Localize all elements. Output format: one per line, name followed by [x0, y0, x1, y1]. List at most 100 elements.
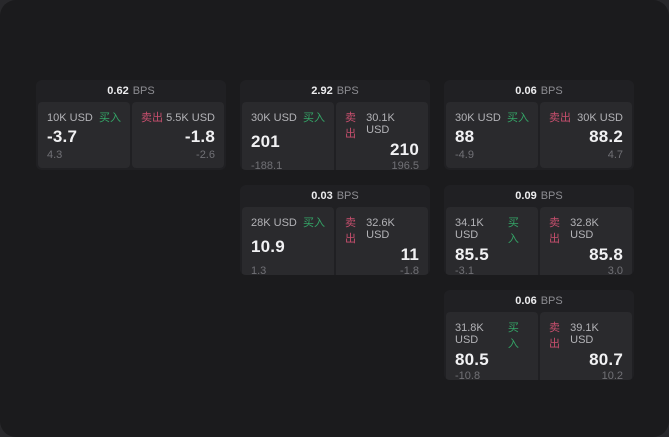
- sell-delta: 196.5: [391, 159, 419, 170]
- sell-quote-top-row: 卖出 32.6K USD: [345, 214, 419, 246]
- quote-body: 34.1K USD 买入 85.5 -3.1 卖出 32.8K USD 85.8…: [444, 207, 634, 275]
- sell-size: 39.1K USD: [570, 322, 599, 346]
- buy-size: 34.1K USD: [455, 217, 484, 241]
- sell-side-label: 卖出: [141, 112, 163, 124]
- buy-size: 30K USD: [455, 112, 501, 124]
- buy-delta: 4.3: [47, 149, 63, 161]
- quote-card: 0.06 BPS 31.8K USD 买入 80.5 -10.8 卖出 39.1…: [444, 290, 634, 380]
- spread-value: 0.62: [107, 85, 129, 97]
- spread-header: 0.06 BPS: [444, 290, 634, 312]
- quote-card: 0.03 BPS 28K USD 买入 10.9 1.3 卖出 32.6K US…: [240, 185, 430, 275]
- sell-quote-top-row: 卖出 30K USD: [549, 109, 623, 125]
- quote-card: 0.06 BPS 30K USD 买入 88 -4.9 卖出 30K USD 8…: [444, 80, 634, 170]
- buy-quote-top-row: 10K USD 买入: [47, 109, 121, 125]
- quote-body: 30K USD 买入 201 -188.1 卖出 30.1K USD 210 1…: [240, 102, 430, 170]
- buy-quote-top-row: 30K USD 买入: [455, 109, 529, 125]
- buy-quote-button[interactable]: 28K USD 买入 10.9 1.3: [242, 207, 334, 275]
- buy-delta: 1.3: [251, 264, 267, 275]
- buy-quote-top-row: 31.8K USD 买入: [455, 319, 529, 351]
- quote-card: 2.92 BPS 30K USD 买入 201 -188.1 卖出 30.1K …: [240, 80, 430, 170]
- sell-price: 210: [390, 140, 419, 159]
- spread-unit-label: BPS: [540, 295, 563, 307]
- buy-price: -3.7: [47, 126, 78, 146]
- sell-quote-button[interactable]: 卖出 32.6K USD 11 -1.8: [336, 207, 428, 275]
- buy-delta: -188.1: [251, 159, 283, 170]
- sell-quote-top-row: 卖出 5.5K USD: [141, 109, 215, 125]
- buy-side-label: 买入: [507, 322, 519, 350]
- buy-quote-top-row: 30K USD 买入: [251, 109, 325, 125]
- sell-quote-top-row: 卖出 30.1K USD: [345, 109, 419, 141]
- sell-side-label: 卖出: [549, 112, 571, 124]
- buy-quote-button[interactable]: 34.1K USD 买入 85.5 -3.1: [446, 207, 538, 275]
- sell-delta: -2.6: [196, 149, 215, 161]
- buy-quote-button[interactable]: 30K USD 买入 201 -188.1: [242, 102, 334, 170]
- spread-value: 2.92: [311, 85, 333, 97]
- buy-price: 88: [455, 126, 475, 146]
- sell-price: 85.8: [589, 245, 623, 264]
- quote-body: 28K USD 买入 10.9 1.3 卖出 32.6K USD 11 -1.8: [240, 207, 430, 275]
- spread-header: 2.92 BPS: [240, 80, 430, 102]
- sell-size: 30K USD: [577, 112, 623, 124]
- buy-price: 80.5: [455, 350, 489, 369]
- buy-price: 10.9: [251, 237, 285, 256]
- buy-size: 28K USD: [251, 217, 297, 229]
- sell-quote-button[interactable]: 卖出 32.8K USD 85.8 3.0: [540, 207, 632, 275]
- sell-quote-button[interactable]: 卖出 30.1K USD 210 196.5: [336, 102, 428, 170]
- sell-delta: 10.2: [601, 369, 623, 380]
- spread-unit-label: BPS: [336, 190, 359, 202]
- spread-header: 0.09 BPS: [444, 185, 634, 207]
- quote-card: 0.62 BPS 10K USD 买入 -3.7 4.3 卖出 5.5K USD…: [36, 80, 226, 170]
- sell-price: 11: [400, 245, 419, 264]
- sell-price: 80.7: [589, 350, 623, 369]
- buy-delta: -4.9: [455, 149, 474, 161]
- quote-body: 30K USD 买入 88 -4.9 卖出 30K USD 88.2 4.7: [444, 102, 634, 170]
- buy-quote-button[interactable]: 31.8K USD 买入 80.5 -10.8: [446, 312, 538, 380]
- sell-quote-top-row: 卖出 32.8K USD: [549, 214, 623, 246]
- sell-side-label: 卖出: [549, 217, 560, 245]
- buy-side-label: 买入: [303, 112, 325, 124]
- spread-unit-label: BPS: [336, 85, 359, 97]
- spread-value: 0.06: [515, 295, 537, 307]
- sell-price: -1.8: [184, 126, 215, 146]
- buy-side-label: 买入: [507, 112, 529, 124]
- quote-grid: 0.62 BPS 10K USD 买入 -3.7 4.3 卖出 5.5K USD…: [36, 80, 634, 380]
- sell-quote-button[interactable]: 卖出 5.5K USD -1.8 -2.6: [132, 102, 224, 168]
- sell-quote-button[interactable]: 卖出 30K USD 88.2 4.7: [540, 102, 632, 168]
- sell-price: 88.2: [589, 126, 623, 146]
- buy-side-label: 买入: [99, 112, 121, 124]
- sell-delta: 3.0: [607, 264, 623, 275]
- spread-header: 0.06 BPS: [444, 80, 634, 102]
- spread-value: 0.09: [515, 190, 537, 202]
- sell-quote-button[interactable]: 卖出 39.1K USD 80.7 10.2: [540, 312, 632, 380]
- buy-side-label: 买入: [303, 217, 325, 229]
- buy-price: 85.5: [455, 245, 489, 264]
- spread-header: 0.62 BPS: [36, 80, 226, 102]
- spread-unit-label: BPS: [540, 85, 563, 97]
- buy-quote-top-row: 34.1K USD 买入: [455, 214, 529, 246]
- sell-delta: 4.7: [607, 149, 623, 161]
- buy-quote-button[interactable]: 30K USD 买入 88 -4.9: [446, 102, 538, 168]
- spread-unit-label: BPS: [540, 190, 563, 202]
- sell-delta: -1.8: [400, 264, 419, 275]
- buy-delta: -10.8: [455, 369, 481, 380]
- sell-size: 32.6K USD: [366, 217, 395, 241]
- spread-value: 0.06: [515, 85, 537, 97]
- spread-header: 0.03 BPS: [240, 185, 430, 207]
- sell-quote-top-row: 卖出 39.1K USD: [549, 319, 623, 351]
- buy-delta: -3.1: [455, 264, 474, 275]
- buy-size: 31.8K USD: [455, 322, 484, 346]
- sell-size: 5.5K USD: [166, 112, 215, 124]
- buy-quote-button[interactable]: 10K USD 买入 -3.7 4.3: [38, 102, 130, 168]
- buy-price: 201: [251, 132, 280, 151]
- sell-size: 30.1K USD: [366, 112, 395, 136]
- buy-side-label: 买入: [507, 217, 519, 245]
- sell-side-label: 卖出: [345, 112, 356, 140]
- sell-size: 32.8K USD: [570, 217, 599, 241]
- quote-card: 0.09 BPS 34.1K USD 买入 85.5 -3.1 卖出 32.8K…: [444, 185, 634, 275]
- quote-body: 10K USD 买入 -3.7 4.3 卖出 5.5K USD -1.8 -2.…: [36, 102, 226, 170]
- sell-side-label: 卖出: [345, 217, 356, 245]
- buy-quote-top-row: 28K USD 买入: [251, 214, 325, 230]
- quote-body: 31.8K USD 买入 80.5 -10.8 卖出 39.1K USD 80.…: [444, 312, 634, 380]
- buy-size: 30K USD: [251, 112, 297, 124]
